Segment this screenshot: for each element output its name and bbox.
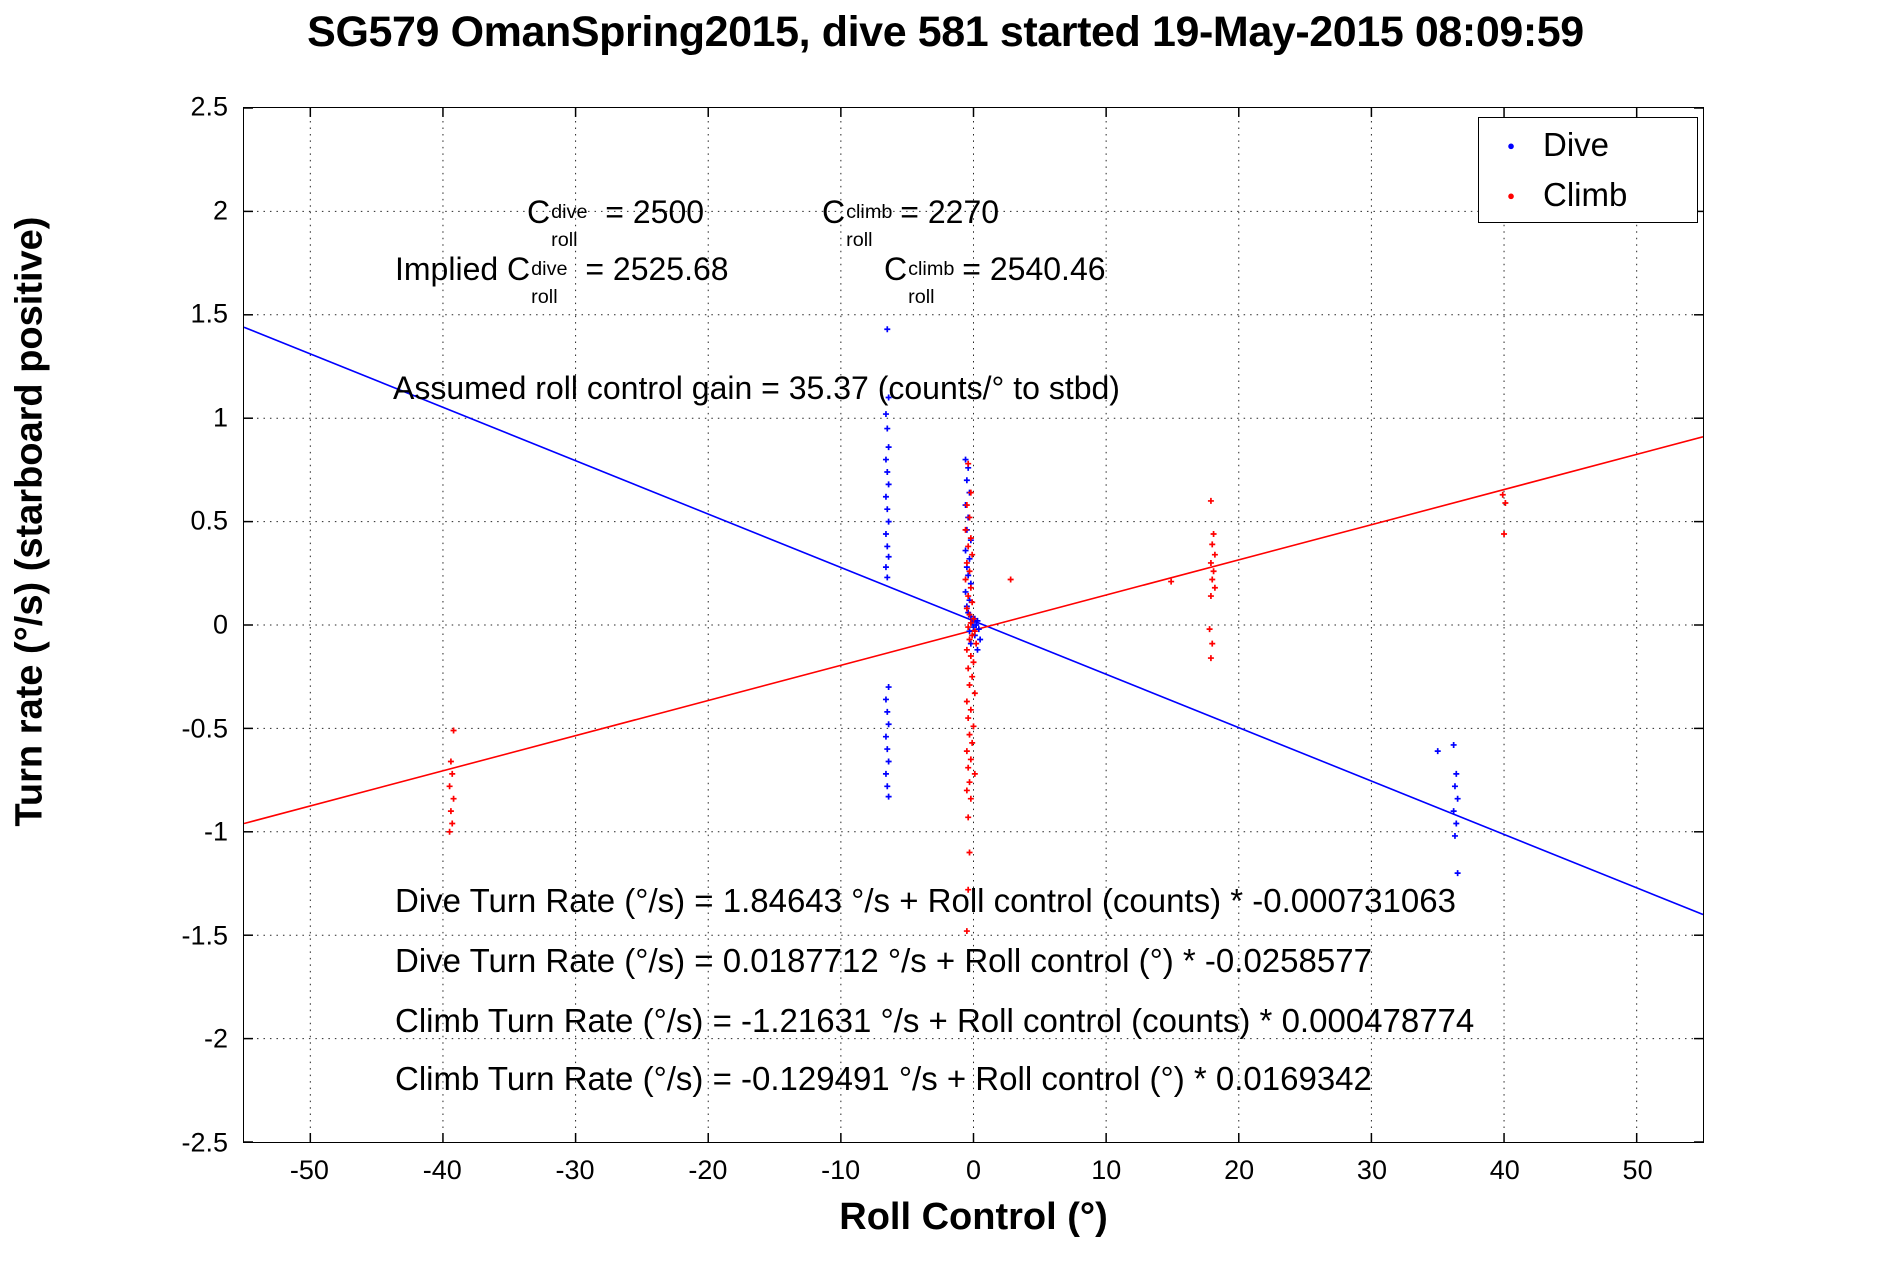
- annotation-implied-climb-symbol: C: [884, 251, 908, 287]
- x-tick-label: 20: [1224, 1155, 1255, 1185]
- annotation-implied-prefix: Implied: [395, 251, 499, 287]
- y-tick-label: -1: [203, 816, 228, 847]
- annotation-croll-climb-value: = 2270: [900, 194, 1000, 230]
- annotation-roll-gain: Assumed roll control gain = 35.37 (count…: [393, 370, 1120, 406]
- x-tick-label: -20: [688, 1155, 728, 1185]
- annotation-croll-dive-superscript: dive: [551, 200, 588, 223]
- annotation-implied-climb-superscript: climb: [908, 257, 955, 280]
- annotation-implied-dive-value: = 2525.68: [585, 251, 729, 287]
- annotation-croll-climb-subscript: roll: [846, 228, 873, 251]
- legend-item-dive[interactable]: ● Dive: [1479, 120, 1697, 170]
- y-tick-label: 0: [212, 609, 228, 640]
- x-tick-label: -50: [289, 1155, 329, 1185]
- x-tick-label: -10: [821, 1155, 861, 1185]
- annotation-croll-dive-value: = 2500: [605, 194, 705, 230]
- scatter-points: [446, 326, 1509, 935]
- y-tick-label: -2.5: [181, 1127, 228, 1158]
- annotation-implied-dive-superscript: dive: [531, 257, 568, 280]
- annotation-croll-climb-symbol: C: [822, 194, 846, 230]
- y-tick-label: -1.5: [181, 920, 228, 951]
- y-tick-label: 2: [212, 195, 228, 226]
- page-title: SG579 OmanSpring2015, dive 581 started 1…: [307, 8, 1584, 56]
- x-tick-label: 50: [1622, 1155, 1653, 1185]
- annotation-implied-climb-subscript: roll: [908, 285, 935, 308]
- y-tick-label: 1.5: [190, 298, 228, 329]
- y-tick-label: 2.5: [190, 91, 228, 122]
- annotation-croll-dive: Cdiverollclimb = 2500: [527, 194, 705, 250]
- annotation-implied-dive: Implied Cdiverollclimb = 2525.68: [395, 251, 729, 307]
- dive-marker-icon: ●: [1507, 137, 1515, 153]
- legend-item-climb[interactable]: ● Climb: [1479, 170, 1697, 220]
- annotation-croll-climb-superscript: climb: [846, 200, 893, 223]
- x-tick-label: 40: [1489, 1155, 1520, 1185]
- equation-climb-counts: Climb Turn Rate (°/s) = -1.21631 °/s + R…: [395, 1002, 1475, 1039]
- x-tick-label: 10: [1091, 1155, 1122, 1185]
- equation-dive-counts: Dive Turn Rate (°/s) = 1.84643 °/s + Rol…: [395, 882, 1456, 919]
- annotation-croll-dive-subscript: roll: [551, 228, 578, 251]
- annotation-implied-dive-symbol: C: [507, 251, 531, 287]
- climb-marker-icon: ●: [1507, 187, 1515, 203]
- legend[interactable]: ● Dive ● Climb: [1478, 117, 1698, 223]
- equation-dive-degrees: Dive Turn Rate (°/s) = 0.0187712 °/s + R…: [395, 942, 1372, 979]
- legend-item-climb-label: Climb: [1543, 176, 1628, 213]
- annotation-implied-climb-value: = 2540.46: [962, 251, 1106, 287]
- x-tick-label: 30: [1356, 1155, 1387, 1185]
- x-axis-label: Roll Control (°): [839, 1196, 1108, 1238]
- annotation-implied-dive-subscript: roll: [531, 285, 558, 308]
- x-tick-label: 0: [965, 1155, 982, 1185]
- annotation-implied-climb: Cclimbrollclimb = 2540.46: [884, 251, 1106, 307]
- legend-item-dive-label: Dive: [1543, 126, 1610, 163]
- plot-area: [243, 107, 1704, 1143]
- x-tick-label: -30: [555, 1155, 595, 1185]
- annotation-croll-dive-symbol: C: [527, 194, 551, 230]
- y-tick-label: -2: [203, 1023, 228, 1054]
- x-tick-label: -40: [422, 1155, 462, 1185]
- annotation-croll-climb: Cclimbrollclimb = 2270: [822, 194, 1000, 250]
- y-tick-label: -0.5: [181, 713, 228, 744]
- y-tick-label: 1: [212, 402, 228, 433]
- y-axis-label: Turn rate (°/s) (starboard positive): [8, 216, 51, 827]
- equation-climb-degrees: Climb Turn Rate (°/s) = -0.129491 °/s + …: [395, 1060, 1372, 1097]
- y-tick-label: 0.5: [190, 505, 228, 536]
- grid-lines: [244, 108, 1703, 1142]
